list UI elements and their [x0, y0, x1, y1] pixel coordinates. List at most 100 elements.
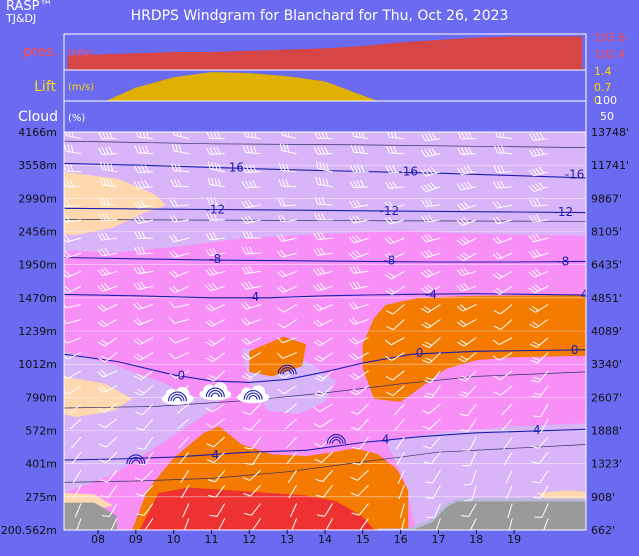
wind-barb [207, 469, 226, 483]
lift-tick-high: 1.4 [594, 65, 612, 78]
wind-barb-flag [501, 145, 505, 154]
wind-barb-flag [425, 377, 434, 381]
thermal-arc-line [172, 396, 183, 402]
wind-barb-shaft [217, 518, 226, 530]
wind-barb-flag [172, 132, 175, 136]
wind-barb-shaft [289, 503, 298, 518]
wind-barb-shaft [246, 304, 261, 310]
wind-barb [457, 132, 477, 140]
wind-barb-shaft [462, 304, 477, 312]
wind-barb-flag [352, 251, 359, 258]
wind-barb-flag [535, 167, 541, 175]
wind-barb-flag [459, 304, 467, 310]
wind-barb-flag [278, 163, 283, 171]
wind-barb [424, 385, 441, 399]
wind-barb-flag [349, 266, 355, 274]
wind-barb-shaft [389, 152, 405, 155]
wind-barb-shaft [321, 370, 333, 382]
wind-barb [456, 283, 477, 292]
wind-barb [64, 163, 82, 173]
wind-barb [531, 451, 549, 465]
wind-barb-flag [135, 411, 143, 416]
wind-barb-shaft [102, 168, 118, 173]
wind-barb-flag [463, 267, 470, 274]
wind-barb-flag [468, 132, 473, 139]
wind-barb-flag [248, 180, 254, 188]
wind-barb [278, 178, 297, 188]
wind-barb [530, 436, 549, 449]
wind-barb-flag [385, 310, 394, 315]
wind-barb-flag [282, 163, 286, 171]
wind-barb-shaft [497, 219, 513, 225]
wind-barb [242, 484, 262, 497]
wind-barb-flag [352, 372, 360, 378]
wind-barb [206, 132, 225, 140]
wind-barb-flag [392, 180, 397, 188]
wind-barb [456, 236, 477, 246]
wind-barb [133, 215, 154, 225]
wind-barb-flag [136, 353, 144, 359]
wind-barb-flag [456, 269, 463, 277]
wind-barb-shaft [177, 418, 190, 430]
lift-unit: (m/s) [68, 82, 94, 93]
wind-barb-flag [169, 199, 175, 207]
wind-barb-flag [349, 180, 354, 188]
wind-barb-shaft [174, 134, 189, 140]
wind-barb-flag [138, 132, 142, 138]
wind-barb-flag [64, 286, 72, 292]
wind-barb [133, 200, 154, 209]
wind-barb-shaft [498, 337, 513, 346]
wind-barb-shaft [391, 270, 405, 280]
wind-barb [170, 179, 189, 188]
wind-barb-flag [172, 285, 179, 292]
wind-barb-shaft [498, 270, 513, 280]
wind-barb-flag [492, 217, 499, 225]
wind-barb-flag [212, 232, 218, 240]
wind-barb [75, 518, 82, 530]
wind-barb-shaft [182, 518, 190, 530]
wind-barb-flag [529, 343, 538, 348]
wind-barb-shaft [359, 518, 369, 530]
wind-barb [529, 132, 549, 141]
wind-barb-shaft [501, 403, 513, 416]
wind-barb-shaft [137, 252, 153, 255]
wind-barb-flag [214, 178, 218, 186]
wind-barb-flag [326, 163, 329, 171]
wind-barb-flag [393, 146, 397, 154]
wind-barb-flag [64, 250, 71, 257]
wind-barb-flag [102, 177, 107, 186]
wind-barb [241, 352, 261, 361]
wind-barb-flag [100, 339, 108, 345]
wind-barb-shaft [426, 285, 441, 294]
wind-barb-flag [144, 164, 149, 173]
wind-barb-flag [101, 248, 107, 256]
wind-barb-flag [64, 373, 69, 379]
wind-barb-shaft [103, 370, 118, 378]
wind-barb-flag [392, 165, 397, 173]
wind-barb-shaft [66, 237, 82, 243]
wind-barb [287, 470, 298, 484]
wind-barb-flag [420, 170, 427, 177]
wind-barb-shaft [175, 285, 190, 294]
wind-barb-shaft [283, 385, 297, 395]
wind-barb [135, 418, 154, 431]
wind-barb-flag [356, 164, 361, 173]
wind-barb [137, 451, 154, 466]
wind-barb-shaft [245, 204, 261, 209]
wind-barb-shaft [355, 352, 369, 361]
wind-barb-flag [210, 177, 214, 186]
wind-barb-flag [173, 179, 178, 187]
wind-barb-shaft [209, 203, 225, 206]
wind-barb [206, 212, 225, 221]
wind-barb-flag [205, 357, 214, 363]
wind-barb-flag [460, 339, 468, 345]
wind-barb-flag [243, 427, 251, 431]
wind-barb-flag [421, 215, 427, 223]
wind-barb-shaft [105, 436, 118, 448]
wind-barb-flag [64, 143, 67, 152]
wind-barb-flag [348, 237, 355, 244]
wind-barb [420, 147, 441, 157]
wind-barb-shaft [533, 138, 549, 141]
wind-barb-shaft [249, 469, 262, 481]
wind-barb-shaft [252, 451, 262, 465]
